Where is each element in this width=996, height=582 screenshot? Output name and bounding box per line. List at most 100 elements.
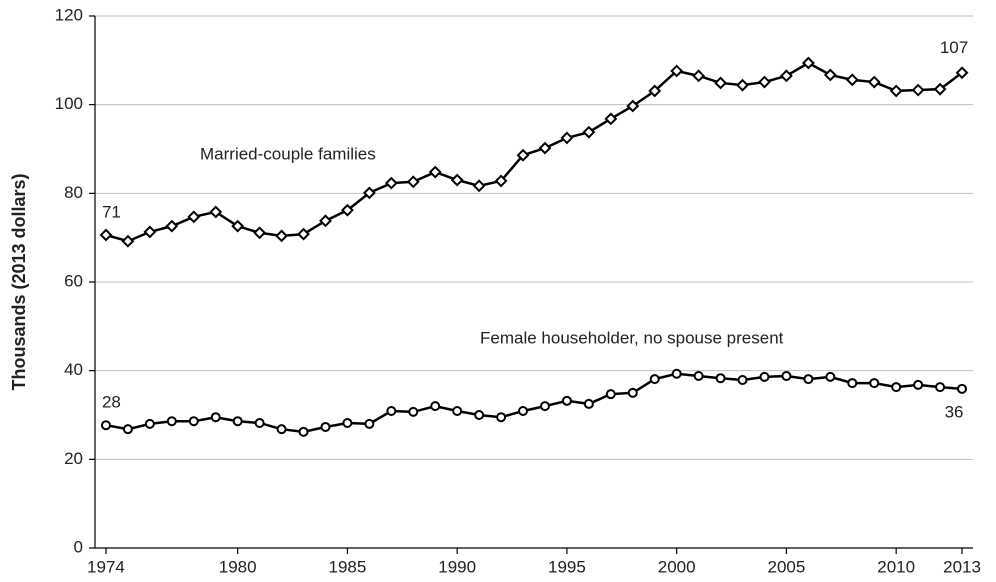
marker: [823, 68, 837, 82]
marker: [670, 64, 684, 78]
marker: [341, 203, 354, 217]
marker: [122, 424, 133, 435]
marker: [428, 165, 442, 179]
marker: [297, 227, 310, 241]
marker: [648, 84, 662, 98]
marker: [759, 371, 770, 382]
marker: [803, 374, 814, 385]
x-tick-label: 2010: [877, 557, 915, 576]
marker: [406, 175, 420, 189]
marker: [560, 131, 574, 145]
y-tick-label: 100: [55, 94, 83, 113]
marker: [384, 176, 398, 190]
marker: [474, 410, 485, 420]
marker: [869, 378, 880, 389]
marker: [671, 368, 682, 379]
marker: [472, 179, 486, 193]
marker: [144, 418, 155, 429]
data-label: 28: [102, 393, 121, 412]
marker: [715, 373, 726, 384]
marker: [801, 56, 815, 70]
series-line: [105, 61, 963, 243]
marker: [276, 424, 287, 435]
data-label: 36: [945, 402, 964, 421]
y-tick-label: 0: [74, 537, 83, 556]
marker: [582, 125, 596, 139]
marker: [319, 214, 332, 228]
marker: [933, 82, 947, 96]
marker: [362, 186, 376, 200]
marker: [298, 426, 309, 437]
marker: [386, 406, 397, 417]
marker: [867, 75, 881, 89]
marker: [736, 78, 749, 92]
marker: [780, 69, 793, 83]
x-tick-label: 2005: [768, 557, 806, 576]
marker: [583, 398, 594, 409]
marker: [209, 205, 223, 219]
marker: [518, 406, 529, 417]
x-tick-label: 1980: [219, 557, 257, 576]
marker: [957, 383, 968, 394]
marker: [364, 418, 375, 429]
marker: [450, 173, 464, 187]
marker: [913, 379, 924, 390]
marker: [143, 225, 157, 239]
x-tick-label: 2013: [943, 557, 981, 576]
marker: [911, 83, 925, 97]
y-tick-label: 120: [55, 5, 83, 24]
series-label: Married-couple families: [200, 144, 376, 163]
marker: [254, 417, 265, 428]
y-tick-label: 80: [64, 183, 83, 202]
marker: [100, 420, 111, 431]
x-tick-label: 2000: [658, 557, 696, 576]
marker: [825, 371, 836, 382]
marker: [231, 219, 245, 233]
marker: [538, 141, 552, 155]
marker: [187, 210, 201, 224]
marker: [188, 416, 199, 427]
marker: [210, 412, 221, 423]
marker: [494, 174, 508, 188]
marker: [889, 84, 903, 98]
marker: [627, 387, 638, 398]
marker: [516, 148, 530, 162]
marker: [955, 66, 969, 80]
series-line: [105, 372, 963, 434]
marker: [320, 421, 331, 432]
x-tick-label: 1990: [438, 557, 476, 576]
marker: [166, 416, 177, 427]
marker: [714, 76, 727, 90]
marker: [99, 228, 113, 242]
series-label: Female householder, no spouse present: [480, 328, 784, 347]
marker: [693, 370, 704, 381]
marker: [121, 234, 135, 248]
marker: [561, 395, 572, 406]
marker: [165, 219, 179, 233]
marker: [253, 226, 267, 240]
data-label: 107: [940, 38, 968, 57]
data-label: 71: [102, 202, 121, 221]
marker: [649, 374, 660, 385]
x-tick-label: 1995: [548, 557, 586, 576]
marker: [430, 401, 441, 412]
marker: [275, 229, 288, 243]
marker: [847, 378, 858, 389]
marker: [408, 406, 419, 417]
marker: [342, 417, 353, 428]
marker: [891, 382, 902, 393]
marker: [232, 416, 243, 427]
marker: [604, 112, 618, 126]
marker: [737, 374, 748, 385]
marker: [452, 406, 463, 417]
marker: [605, 389, 616, 400]
marker: [781, 370, 792, 381]
marker: [758, 75, 771, 89]
marker: [496, 412, 507, 423]
x-tick-label: 1985: [329, 557, 367, 576]
marker: [539, 401, 550, 412]
marker: [935, 382, 946, 393]
marker: [626, 99, 640, 113]
marker: [845, 73, 859, 87]
